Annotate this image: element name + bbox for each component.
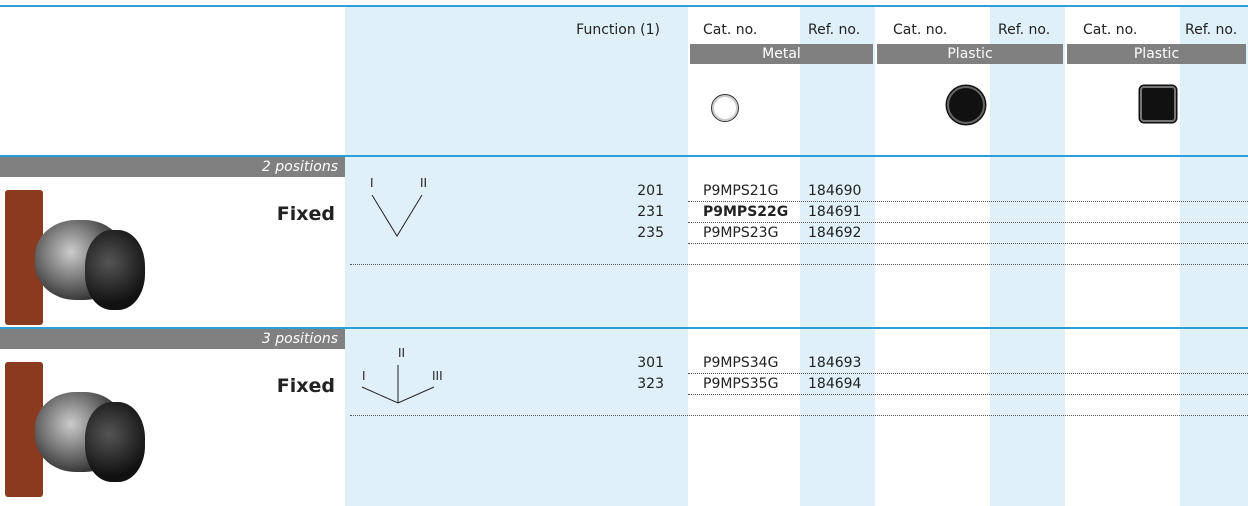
section-label: Fixed [276,375,335,397]
section-rule [0,155,1248,157]
col-bg [1180,7,1248,506]
section-label: Fixed [276,203,335,225]
ref-no: 184692 [808,225,862,241]
row-rule [350,415,1248,416]
photo-cap [85,402,145,482]
col-bg [345,7,688,506]
cat-no: P9MPS23G [703,225,779,241]
diagram-label: II [420,176,428,190]
cat-no: P9MPS22G [703,204,789,220]
function-no: 301 [637,355,664,371]
function-no: 323 [637,376,664,392]
icon-metal [711,94,739,122]
material-bar: Plastic [877,44,1063,64]
function-no: 201 [637,183,664,199]
section-rule [0,327,1248,329]
column-header: Ref. no. [1185,22,1238,38]
material-bar: Metal [690,44,873,64]
row-rule [688,394,1248,395]
photo-cap [85,230,145,310]
cat-no: P9MPS35G [703,376,779,392]
cat-no: P9MPS21G [703,183,779,199]
ref-no: 184690 [808,183,862,199]
column-header: Cat. no. [893,22,948,38]
ref-no: 184693 [808,355,862,371]
row-rule [688,222,1248,223]
section-title: 3 positions [0,329,345,349]
row-rule [688,201,1248,202]
section-title: 2 positions [0,157,345,177]
function-diagram [371,194,423,237]
diagram-line [361,386,435,404]
header-function: Function (1) [576,22,660,38]
top-rule [0,5,1248,7]
row-rule [688,373,1248,374]
ref-no: 184691 [808,204,862,220]
diagram-line [371,194,423,237]
icon-plastic-square [1140,86,1176,122]
column-header: Cat. no. [703,22,758,38]
diagram-label: I [370,176,374,190]
cat-no: P9MPS34G [703,355,779,371]
icon-plastic-round [947,86,985,124]
ref-no: 184694 [808,376,862,392]
row-rule [688,243,1248,244]
diagram-label: III [432,369,443,383]
column-header: Ref. no. [808,22,861,38]
function-no: 235 [637,225,664,241]
column-header: Cat. no. [1083,22,1138,38]
col-bg [990,7,1065,506]
diagram-label: I [362,369,366,383]
col-bg [800,7,875,506]
row-rule [350,264,1248,265]
material-bar: Plastic [1067,44,1246,64]
function-no: 231 [637,204,664,220]
function-diagram [361,365,435,404]
diagram-label: II [398,346,406,360]
column-header: Ref. no. [998,22,1051,38]
